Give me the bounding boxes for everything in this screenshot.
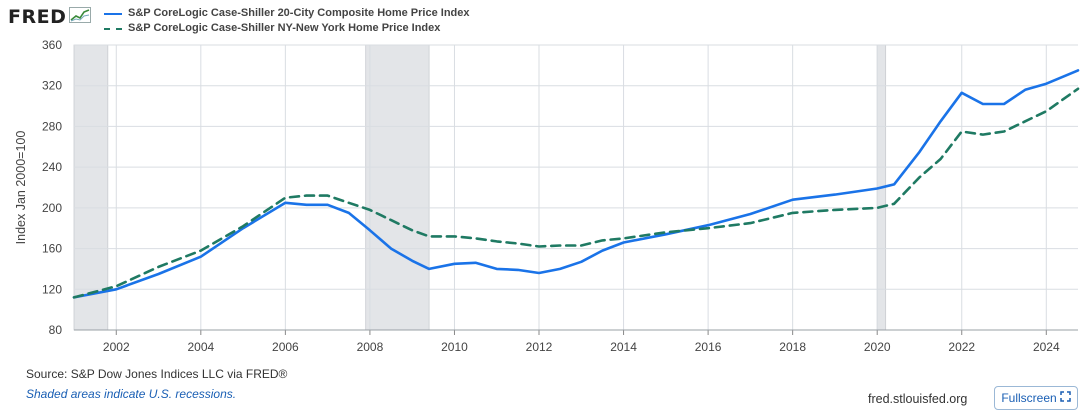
x-tick-label-2018: 2018 — [779, 340, 806, 354]
y-tick-label-280: 280 — [42, 119, 62, 133]
series-line-2 — [72, 87, 1080, 299]
y-tick-label-240: 240 — [42, 160, 62, 174]
y-tick-label-80: 80 — [49, 323, 63, 337]
y-tick-label-160: 160 — [42, 242, 62, 256]
legend-item-series-2[interactable]: S&P CoreLogic Case-Shiller NY-New York H… — [104, 21, 470, 36]
fullscreen-icon — [1059, 391, 1071, 405]
fred-chart-icon — [69, 6, 92, 28]
legend-swatch-solid — [104, 12, 122, 15]
y-tick-label-120: 120 — [42, 282, 62, 296]
fullscreen-button[interactable]: Fullscreen — [994, 386, 1078, 410]
legend-swatch-dashed — [104, 27, 122, 30]
x-tick-label-2024: 2024 — [1033, 340, 1060, 354]
chart-header: FRED S&P CoreLogic Case-Shiller 20-City … — [8, 4, 708, 38]
x-tick-label-2012: 2012 — [526, 340, 553, 354]
x-tick-label-2002: 2002 — [103, 340, 130, 354]
source-note: Source: S&P Dow Jones Indices LLC via FR… — [26, 367, 288, 381]
x-tick-label-2004: 2004 — [187, 340, 214, 354]
chart-legend: S&P CoreLogic Case-Shiller 20-City Compo… — [104, 6, 470, 36]
plot-area — [74, 45, 1078, 330]
logo-text: FRED — [8, 6, 67, 28]
fred-logo[interactable]: FRED — [8, 6, 92, 28]
x-tick-label-2022: 2022 — [948, 340, 975, 354]
x-tick-label-2008: 2008 — [357, 340, 384, 354]
y-axis-title: Index Jan 2000=100 — [14, 131, 28, 245]
fred-site-link[interactable]: fred.stlouisfed.org — [868, 392, 968, 406]
y-tick-label-200: 200 — [42, 201, 62, 215]
fullscreen-label: Fullscreen — [1001, 391, 1057, 405]
legend-item-series-1[interactable]: S&P CoreLogic Case-Shiller 20-City Compo… — [104, 6, 470, 21]
y-tick-label-360: 360 — [42, 38, 62, 52]
x-tick-label-2016: 2016 — [695, 340, 722, 354]
legend-label-series-2: S&P CoreLogic Case-Shiller NY-New York H… — [128, 22, 441, 34]
y-tick-label-320: 320 — [42, 79, 62, 93]
recession-band-2 — [365, 44, 430, 331]
x-tick-label-2014: 2014 — [610, 340, 637, 354]
x-tick-label-2010: 2010 — [441, 340, 468, 354]
legend-label-series-1: S&P CoreLogic Case-Shiller 20-City Compo… — [128, 7, 470, 19]
x-tick-label-2020: 2020 — [864, 340, 891, 354]
recession-band-1 — [73, 44, 109, 331]
recession-note: Shaded areas indicate U.S. recessions. — [26, 387, 237, 401]
x-tick-label-2006: 2006 — [272, 340, 299, 354]
series-line-1 — [72, 69, 1080, 299]
